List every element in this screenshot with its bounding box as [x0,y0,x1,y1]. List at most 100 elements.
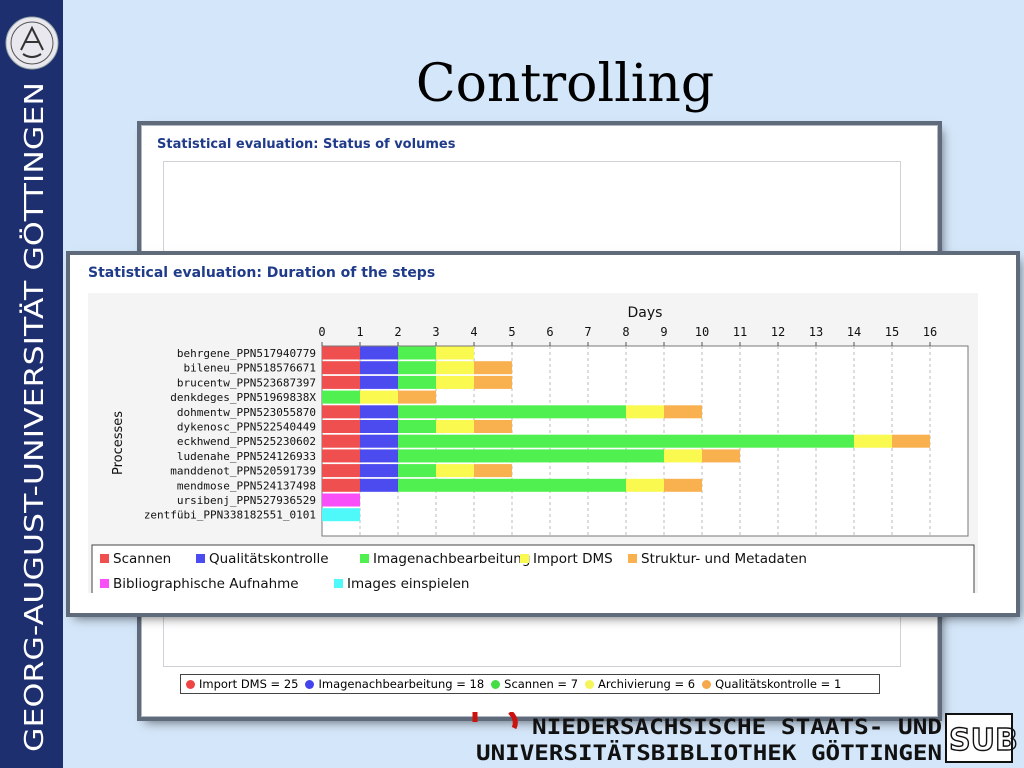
legend-dot-icon [585,679,595,689]
bar-segment-imagenachbearbeitung [398,405,626,419]
duration-chart-area: Days 0 1 2 3 4 5 6 7 8 9 10 11 12 13 14 15 16 Processes beh… [88,293,978,598]
pie-legend-item: Import DMS = 25 [186,677,298,691]
bar-segment-scannen [322,375,360,389]
pie-legend-label: Archivierung = 6 [598,677,696,691]
bar-segment-scannen [322,434,360,448]
legend-swatch-icon [360,554,369,563]
y-axis-label: Processes [111,411,126,475]
x-tick-label: 0 [318,325,325,339]
process-label: bileneu_PPN518576671 [184,362,316,375]
bar-segment-bibliographische-aufnahme [322,493,360,507]
bar-segment-imagenachbearbeitung [398,375,436,389]
sub-logo-icon: SUB [945,713,1019,763]
x-tick-label: 15 [885,325,899,339]
library-name-line1: NIEDERSACHSISCHE STAATS- UND [532,715,942,739]
x-tick-label: 13 [809,325,823,339]
slide-title: Controlling [415,54,715,114]
legend-label: Import DMS [533,551,613,567]
x-tick-label: 16 [923,325,937,339]
bar-segment-import-dms [436,361,474,375]
process-label: manddenot_PPN520591739 [170,465,316,478]
bar-segment-qualit-tskontrolle [360,405,398,419]
duration-panel-title: Statistical evaluation: Duration of the … [88,265,436,281]
pie-legend-label: Scannen = 7 [504,677,579,691]
university-sidebar: GEORG-AUGUST-UNIVERSITÄT GÖTTINGEN [0,0,63,768]
status-panel-title: Statistical evaluation: Status of volume… [157,137,456,152]
bar-segment-qualit-tskontrolle [360,434,398,448]
bar-segment-scannen [322,361,360,375]
x-tick-label: 14 [847,325,861,339]
process-label: dohmentw_PPN523055870 [177,406,316,419]
process-label: mendmose_PPN524137498 [177,479,316,492]
library-logo: NIEDERSACHSISCHE STAATS- UND UNIVERSITÄT… [472,712,1019,765]
x-tick-label: 10 [695,325,709,339]
x-tick-label: 2 [394,325,401,339]
bar-segment-import-dms [436,346,474,360]
legend-label: Struktur- und Metadaten [641,551,807,567]
bar-segment-scannen [322,464,360,478]
bar-segment-imagenachbearbeitung [398,420,436,433]
bar-segment-import-dms [854,434,892,448]
bar-segment-qualit-tskontrolle [360,464,398,478]
bar-segment-struktur-und-metadaten [474,420,512,433]
bar-segment-imagenachbearbeitung [322,390,360,404]
bar-segment-struktur-und-metadaten [474,464,512,478]
university-name: GEORG-AUGUST-UNIVERSITÄT GÖTTINGEN [18,82,50,752]
x-tick-label: 4 [470,325,477,339]
process-label: dykenosc_PPN522540449 [177,421,316,434]
bar-legend [91,544,975,598]
legend-swatch-icon [100,579,109,588]
pie-legend-label: Imagenachbearbeitung = 18 [318,677,485,691]
pie-legend-item: Scannen = 7 [491,677,578,691]
bar-segment-struktur-und-metadaten [398,390,436,404]
bar-segment-images-einspielen [322,508,360,522]
pie-legend-item: Imagenachbearbeitung = 18 [305,677,484,691]
university-name-text: GEORG-AUGUST-UNIVERSITÄT GÖTTINGEN [18,82,50,752]
legend-label: Imagenachbearbeitung [373,551,530,567]
x-axis-label: Days [628,305,663,321]
bar-segment-scannen [322,478,360,492]
library-name-line2: UNIVERSITÄTSBIBLIOTHEK GÖTTINGEN [476,740,942,765]
bar-segment-import-dms [626,478,664,492]
bar-segment-struktur-und-metadaten [474,375,512,389]
process-label: ursibenj_PPN527936529 [177,494,316,507]
bar-segment-qualit-tskontrolle [360,449,398,463]
bar-segment-struktur-und-metadaten [892,434,930,448]
bar-segment-import-dms [436,420,474,433]
duration-of-steps-panel: Statistical evaluation: Duration of the … [70,255,1016,613]
process-label: eckhwend_PPN525230602 [177,435,316,448]
bar-segment-import-dms [664,449,702,463]
x-tick-label: 7 [584,325,591,339]
legend-dot-icon [702,679,712,689]
process-label: behrgene_PPN517940779 [177,347,316,360]
x-tick-label: 5 [508,325,515,339]
bar-segment-struktur-und-metadaten [664,478,702,492]
bar-segment-imagenachbearbeitung [398,478,626,492]
process-label: zentfübi_PPN338182551_0101 [144,509,316,522]
x-tick-label: 9 [660,325,667,339]
legend-swatch-icon [196,554,205,563]
svg-text:SUB: SUB [949,723,1018,758]
university-seal-icon [5,16,59,70]
pie-legend-label: Qualitätskontrolle = 1 [715,677,842,691]
bar-segment-qualit-tskontrolle [360,375,398,389]
legend-swatch-icon [520,554,529,563]
bar-segment-scannen [322,420,360,433]
process-label: brucentw_PPN523687397 [177,376,316,389]
legend-swatch-icon [100,554,109,563]
pie-legend-item: Archivierung = 6 [585,677,695,691]
pie-legend-label: Import DMS = 25 [199,677,299,691]
bar-segment-scannen [322,346,360,360]
process-label: denkdeges_PPN51969838X [170,391,316,404]
legend-label: Images einspielen [347,576,470,592]
bar-segment-scannen [322,449,360,463]
legend-label: Scannen [113,551,171,567]
bar-segment-import-dms [360,390,398,404]
legend-swatch-icon [628,554,637,563]
pie-legend-item: Qualitätskontrolle = 1 [702,677,841,691]
legend-label: Bibliographische Aufnahme [113,576,299,592]
bar-segment-import-dms [626,405,664,419]
bar-segment-imagenachbearbeitung [398,449,664,463]
bar-segment-imagenachbearbeitung [398,464,436,478]
bar-segment-struktur-und-metadaten [702,449,740,463]
